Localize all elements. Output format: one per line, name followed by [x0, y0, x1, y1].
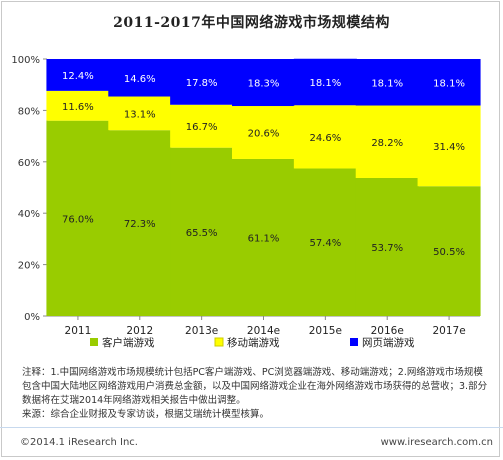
data-label: 18.3%	[248, 79, 280, 90]
data-label: 72.3%	[124, 219, 156, 230]
legend-swatch	[350, 338, 358, 346]
data-label: 50.5%	[433, 247, 465, 258]
bar-segment	[170, 59, 234, 105]
stacked-bar-chart: 0% 20% 40% 60% 80% 100% 76.0% 11.6% 12.4% 2011 72.…	[11, 55, 481, 349]
y-tick-label: 60%	[18, 158, 40, 169]
x-tick-label: 2017e	[432, 325, 465, 337]
data-label: 13.1%	[124, 109, 156, 120]
bar-segment	[170, 147, 234, 316]
y-tick-label: 0%	[24, 312, 40, 323]
note-text: 注释：1.中国网络游戏市场规模统计包括PC客户端游戏、PC浏览器端游戏、移动端游…	[22, 367, 488, 406]
x-tick-label: 2011	[65, 325, 92, 337]
legend-swatch	[90, 338, 98, 346]
bar-segment	[293, 168, 357, 316]
copyright-text: ©2014.1 iResearch Inc.	[20, 437, 138, 448]
bar-segment	[108, 59, 172, 97]
x-tick-label: 2014e	[247, 325, 280, 337]
data-label: 20.6%	[248, 129, 280, 140]
y-tick-label: 80%	[18, 106, 40, 117]
bar-segment	[417, 186, 481, 316]
legend-label: 网页端游戏	[362, 336, 415, 349]
data-label: 65.5%	[186, 228, 218, 239]
data-label: 24.6%	[309, 133, 341, 144]
y-tick-label: 40%	[18, 209, 40, 220]
y-tick-label: 20%	[18, 261, 40, 272]
data-label: 31.4%	[433, 142, 465, 153]
data-label: 18.1%	[371, 78, 403, 89]
x-tick-label: 2016e	[371, 325, 404, 337]
bar-segment	[108, 130, 172, 316]
data-label: 18.1%	[309, 78, 341, 89]
data-label: 28.2%	[371, 138, 403, 149]
bar-segment	[355, 59, 419, 106]
y-tick-label: 100%	[11, 55, 40, 66]
bar-segment	[232, 106, 295, 159]
chart-title: 2011-2017年中国网络游戏市场规模结构	[113, 15, 390, 31]
bar-segment	[417, 59, 481, 106]
bar-segment	[232, 158, 295, 316]
data-label: 16.7%	[186, 122, 218, 133]
data-label: 53.7%	[371, 243, 403, 254]
bar-segment	[293, 105, 357, 169]
data-label: 57.4%	[309, 238, 341, 249]
data-label: 17.8%	[186, 78, 218, 89]
bar-segment	[355, 105, 419, 178]
data-label: 14.6%	[124, 74, 156, 85]
legend-label: 客户端游戏	[102, 336, 155, 349]
bar-segment	[417, 105, 481, 187]
data-label: 76.0%	[62, 214, 94, 225]
footer-divider	[0, 427, 503, 428]
x-tick-label: 2015e	[309, 325, 342, 337]
bar-segment	[232, 59, 295, 107]
bar-segment	[46, 120, 110, 317]
x-tick-label: 2012	[126, 325, 153, 337]
legend-label: 移动端游戏	[227, 336, 280, 349]
data-label: 61.1%	[248, 233, 280, 244]
bar-segment	[170, 104, 234, 148]
data-label: 11.6%	[62, 102, 94, 113]
x-tick-label: 2013e	[185, 325, 218, 337]
bar-segment	[108, 96, 172, 131]
legend-swatch	[214, 337, 224, 347]
bar-segment	[293, 58, 357, 106]
website-text: www.iresearch.com.cn	[380, 437, 493, 448]
data-label: 12.4%	[62, 71, 94, 82]
data-label: 18.1%	[433, 78, 465, 89]
bar-segment	[355, 177, 419, 316]
bar-segment	[46, 90, 110, 121]
notes-block: 注释：1.中国网络游戏市场规模统计包括PC客户端游戏、PC浏览器端游戏、移动端游…	[22, 366, 492, 422]
bar-segment	[46, 59, 110, 91]
source-text: 来源：综合企业财报及专家访谈，根据艾瑞统计模型核算。	[22, 409, 270, 420]
